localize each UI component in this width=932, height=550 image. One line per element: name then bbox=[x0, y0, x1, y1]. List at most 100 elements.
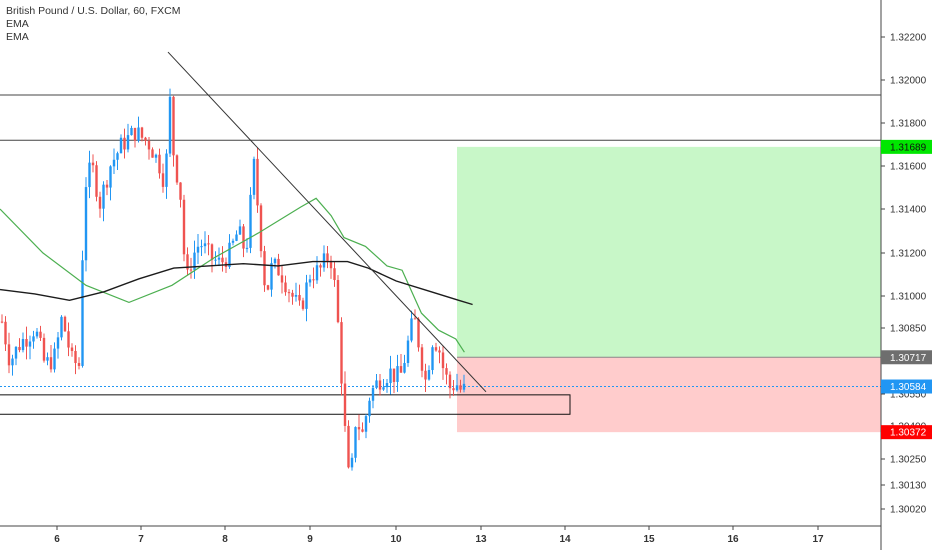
candle-body bbox=[172, 96, 175, 156]
candle-body bbox=[7, 344, 11, 366]
y-tick-label: 1.30550 bbox=[890, 390, 927, 401]
candle-body bbox=[144, 137, 147, 141]
y-tick-label: 1.30850 bbox=[890, 324, 927, 335]
candle-body bbox=[259, 205, 263, 252]
candle-body bbox=[462, 383, 466, 390]
stop-loss-price-tag bbox=[881, 425, 932, 440]
candle-body bbox=[168, 96, 172, 154]
x-tick-label: 15 bbox=[643, 534, 655, 545]
ema-legend-2: EMA bbox=[6, 31, 29, 43]
y-tick-label: 1.32000 bbox=[890, 76, 927, 87]
candle-body bbox=[0, 321, 4, 323]
candle-body bbox=[112, 159, 116, 167]
candle-body bbox=[140, 127, 144, 138]
candle-body bbox=[389, 368, 392, 384]
candle-body bbox=[81, 260, 84, 366]
candle-body bbox=[4, 321, 7, 345]
candle-body bbox=[133, 127, 137, 141]
candle-body bbox=[256, 158, 259, 206]
candle-body bbox=[315, 265, 319, 281]
y-tick-label: 1.30130 bbox=[890, 481, 927, 492]
y-tick-label: 1.31800 bbox=[890, 119, 927, 130]
candle-body bbox=[420, 347, 424, 371]
candle-body bbox=[154, 154, 158, 158]
candle-body bbox=[102, 184, 105, 209]
candle-body bbox=[263, 251, 266, 286]
y-tick-label: 1.31200 bbox=[890, 249, 927, 260]
candle-body bbox=[88, 162, 91, 188]
candle-body bbox=[182, 199, 186, 255]
candle-body bbox=[294, 294, 298, 297]
candle-body bbox=[91, 162, 95, 166]
candle-body bbox=[203, 243, 207, 247]
candle-body bbox=[35, 331, 39, 337]
x-tick-label: 7 bbox=[138, 534, 144, 545]
candle-body bbox=[214, 259, 217, 261]
x-tick-label: 9 bbox=[307, 534, 313, 545]
candle-body bbox=[364, 416, 368, 432]
candle-body bbox=[354, 427, 357, 458]
candle-body bbox=[74, 350, 77, 364]
candle-body bbox=[207, 243, 210, 245]
candle-body bbox=[189, 269, 193, 271]
candle-body bbox=[312, 279, 315, 281]
candle-body bbox=[270, 263, 273, 290]
candle-body bbox=[333, 268, 336, 281]
candle-body bbox=[298, 294, 301, 301]
ema-fast-line bbox=[0, 197, 465, 353]
candle-body bbox=[84, 187, 88, 261]
candle-body bbox=[200, 246, 203, 248]
candle-body bbox=[273, 258, 277, 264]
descending-trendline[interactable] bbox=[167, 51, 487, 393]
y-tick-label: 1.31400 bbox=[890, 205, 927, 216]
candle-body bbox=[119, 137, 123, 154]
candle-body bbox=[126, 135, 130, 150]
candle-body bbox=[455, 385, 459, 391]
x-tick-label: 13 bbox=[475, 534, 487, 545]
symbol-title: British Pound / U.S. Dollar, 60, FXCM bbox=[6, 5, 181, 17]
candle-body bbox=[228, 242, 231, 267]
candle-body bbox=[56, 337, 60, 349]
candle-body bbox=[347, 425, 350, 468]
candle-body bbox=[417, 318, 420, 348]
candle-body bbox=[410, 318, 413, 341]
candle-body bbox=[70, 347, 74, 351]
candle-body bbox=[77, 363, 81, 366]
y-tick-label: 1.31000 bbox=[890, 292, 927, 303]
candle-body bbox=[357, 427, 361, 430]
candle-body bbox=[371, 387, 375, 401]
candle-body bbox=[403, 362, 406, 373]
candle-body bbox=[375, 380, 378, 388]
entry-price-tag bbox=[881, 350, 932, 365]
y-tick-label: 1.31600 bbox=[890, 162, 927, 173]
y-tick-label: 1.32200 bbox=[890, 33, 927, 44]
candle-body bbox=[378, 380, 382, 390]
candle-body bbox=[95, 165, 98, 197]
candle-body bbox=[193, 252, 196, 271]
candle-body bbox=[280, 275, 284, 283]
candle-body bbox=[385, 383, 389, 388]
candle-body bbox=[343, 383, 347, 426]
candle-body bbox=[336, 280, 340, 323]
candle-body bbox=[210, 244, 214, 260]
candle-body bbox=[382, 387, 385, 390]
x-tick-label: 14 bbox=[559, 534, 571, 545]
ema-legend-1: EMA bbox=[6, 18, 29, 30]
candle-body bbox=[63, 316, 67, 332]
take-profit-price-tag bbox=[881, 139, 932, 154]
x-tick-label: 6 bbox=[54, 534, 60, 545]
profit-zone bbox=[457, 146, 881, 358]
support-box[interactable] bbox=[0, 394, 571, 415]
candle-body bbox=[350, 457, 354, 468]
candle-body bbox=[165, 153, 168, 187]
candle-body bbox=[287, 292, 291, 294]
candle-body bbox=[308, 279, 312, 283]
take-profit-price-label: 1.31689 bbox=[890, 142, 927, 153]
candle-body bbox=[326, 253, 329, 261]
candle-body bbox=[179, 182, 182, 200]
candle-body bbox=[424, 370, 427, 380]
candle-body bbox=[11, 358, 14, 366]
x-tick-label: 8 bbox=[222, 534, 228, 545]
entry-price-label: 1.30717 bbox=[890, 353, 927, 364]
